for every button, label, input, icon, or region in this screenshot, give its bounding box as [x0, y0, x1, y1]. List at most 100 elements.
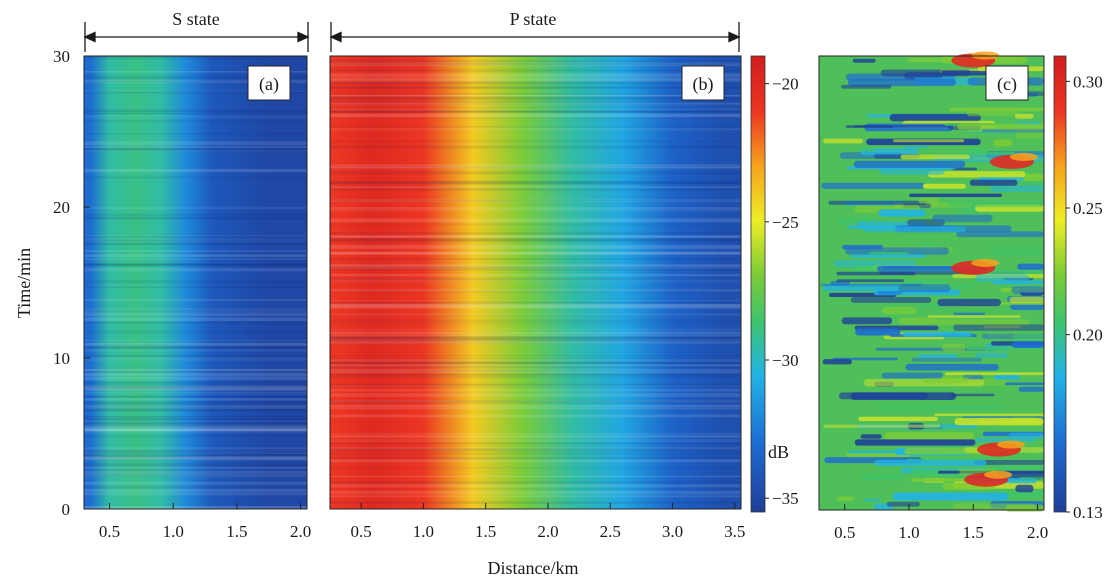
heatmap-streak — [84, 213, 307, 216]
heatmap-streak — [330, 128, 741, 131]
heatmap-cell — [909, 193, 1002, 197]
heatmap-cell — [856, 148, 876, 152]
heatmap-cell — [837, 496, 855, 501]
heatmap-cell — [845, 452, 911, 458]
heatmap-streak — [330, 383, 741, 387]
p-state-span — [329, 22, 741, 52]
heatmap-streak — [84, 455, 307, 458]
heatmap-cell — [949, 107, 1044, 112]
heatmap-streak — [84, 176, 307, 179]
heatmap-streak — [330, 117, 741, 119]
heatmap-cell — [965, 151, 1015, 155]
heatmap-cell — [879, 405, 1004, 409]
heatmap-streak — [84, 385, 307, 390]
heatmap-cell — [886, 501, 920, 507]
heatmap-streak — [84, 428, 307, 432]
heatmap-streak — [330, 328, 741, 330]
heatmap-streak — [330, 223, 741, 226]
heatmap-streak — [84, 79, 307, 83]
heatmap-streak — [330, 68, 741, 73]
heatmap-streak — [84, 373, 307, 376]
heatmap-streak — [330, 342, 741, 344]
heatmap-cell — [969, 179, 1018, 186]
heatmap-cell — [878, 209, 926, 217]
heatmap-streak — [330, 466, 741, 469]
heatmap-streak — [84, 492, 307, 496]
heatmap-cell — [1011, 341, 1044, 348]
colorbar-tick-label: −30 — [772, 351, 799, 370]
heatmap-streak — [84, 473, 307, 478]
heatmap-streak — [330, 374, 741, 378]
heatmap-streak — [84, 71, 307, 73]
heatmap-streak — [84, 263, 307, 266]
heatmap-streak — [330, 484, 741, 488]
colorbar-tick-label: −25 — [772, 213, 799, 232]
heatmap-cell — [828, 200, 927, 205]
heatmap-streak — [84, 506, 307, 508]
x-tick-label: 0.5 — [99, 522, 120, 541]
y-tick-label: 20 — [53, 198, 70, 217]
heatmap-cell — [934, 413, 1044, 416]
heatmap-cell — [950, 393, 995, 397]
heatmap-streak — [330, 490, 741, 494]
heatmap-streak — [330, 303, 741, 306]
heatmap-streak — [84, 298, 307, 302]
heatmap-streak — [330, 453, 741, 455]
heatmap-streak — [330, 101, 741, 105]
heatmap-streak — [84, 254, 307, 257]
heatmap-cell — [823, 424, 941, 428]
heatmap-streak — [330, 234, 741, 238]
heatmap-streak — [84, 145, 307, 147]
colorbar-tick-label: 0.13 — [1073, 503, 1103, 522]
heatmap-streak — [84, 280, 307, 282]
heatmap-cell — [911, 357, 982, 362]
heatmap-cell — [836, 271, 916, 276]
heatmap-cell — [918, 354, 957, 358]
heatmap-streak — [330, 107, 741, 110]
heatmap-cell — [941, 343, 966, 352]
heatmap-streak — [330, 359, 741, 363]
heatmap-cell — [953, 312, 986, 315]
heatmap-streak — [84, 506, 307, 509]
heatmap-streak — [330, 334, 741, 337]
heatmap-cell — [881, 372, 944, 379]
heatmap-streak — [330, 166, 741, 168]
heatmap-streak — [330, 180, 741, 184]
heatmap-streak — [330, 258, 741, 260]
heatmap-streak — [84, 391, 307, 395]
heatmap-cell — [874, 459, 987, 467]
heatmap-cell — [1014, 113, 1034, 119]
heatmap-c — [819, 51, 1044, 512]
heatmap-streak — [330, 111, 741, 113]
heatmap-cell — [994, 374, 1020, 380]
heatmap-streak — [84, 330, 307, 334]
heatmap-streak — [330, 145, 741, 148]
heatmap-streak — [84, 80, 307, 82]
heatmap-cell — [957, 123, 1044, 130]
y-axis-title: Time/min — [14, 248, 34, 318]
panel-c: 0.5 1.0 1.5 2.0 (c) — [818, 51, 1048, 542]
heatmap-streak — [330, 279, 741, 283]
heatmap-cell — [823, 138, 863, 144]
heatmap-cell — [889, 113, 981, 122]
heatmap-streak — [330, 362, 741, 364]
heatmap-streak — [84, 149, 307, 152]
heatmap-b — [330, 56, 741, 509]
heatmap-streak — [84, 435, 307, 438]
heatmap-streak — [84, 425, 307, 428]
heatmap-streak — [84, 239, 307, 242]
heatmap-streak — [330, 273, 741, 277]
heatmap-cell — [853, 160, 966, 168]
heatmap-streak — [330, 414, 741, 418]
colorbar-tick-label: −35 — [772, 489, 799, 508]
heatmap-streak — [330, 369, 741, 374]
heatmap-streak — [84, 342, 307, 347]
heatmap-streak — [330, 251, 741, 255]
heatmap-streak — [84, 463, 307, 467]
heatmap-streak — [84, 402, 307, 405]
heatmap-cell — [919, 243, 939, 247]
heatmap-streak — [330, 476, 741, 478]
heatmap-cell — [821, 182, 926, 189]
heatmap-streak — [84, 386, 307, 390]
